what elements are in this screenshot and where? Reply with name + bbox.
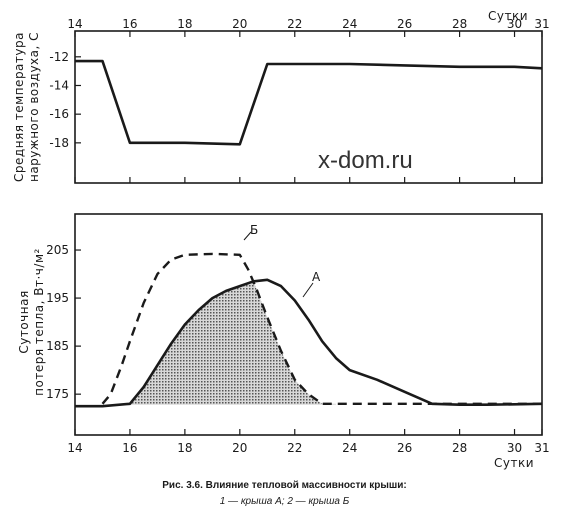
heat-loss-x-axis-label: Сутки [494,456,534,470]
heat-loss-x-tick-label: 30 [507,441,522,455]
heat-loss-x-tick-label: 14 [67,441,82,455]
heat-loss-y-tick-label: 205 [46,243,69,257]
temperature-y-tick-label: -14 [49,78,69,92]
temperature-y-tick-label: -16 [49,107,69,121]
heat-loss-x-tick-label: 31 [534,441,549,455]
series-a-line [75,278,543,408]
temperature-x-axis-label: Сутки [488,9,528,23]
temperature-y-tick-label: -12 [49,50,69,64]
heat-loss-plot-frame [74,213,543,436]
temperature-x-tick-label: 20 [232,17,247,31]
series-a-annotation: А [312,270,321,284]
heat-loss-x-tick-label: 16 [122,441,137,455]
temperature-x-tick-label: 31 [534,17,549,31]
temperature-x-tick-label: 16 [122,17,137,31]
heat-loss-y-axis-label-line2: потеря тепла, Вт·ч/м² [32,248,46,396]
heat-loss-x-tick-label: 18 [177,441,192,455]
temperature-x-tick-label: 28 [452,17,467,31]
temperature-plot-frame [74,30,543,184]
series-b-line [101,252,542,405]
temperature-x-tick-label: 30 [507,17,522,31]
temperature-series-line [75,59,543,146]
heat-loss-x-tick-label: 26 [397,441,412,455]
heat-loss-y-tick-label: 185 [46,339,69,353]
temperature-x-tick-label: 14 [67,17,82,31]
heat-loss-shaded-area [129,282,336,405]
temperature-y-axis-label-line2: наружного воздуха, С [27,32,41,182]
heat-loss-x-tick-label: 24 [342,441,357,455]
figure-caption-title: Рис. 3.6. Влияние тепловой массивности к… [162,480,407,491]
temperature-x-tick-label: 26 [397,17,412,31]
temperature-y-axis-label-line1: Средняя температура [12,32,26,182]
temperature-x-tick-label: 18 [177,17,192,31]
figure-caption-legend: 1 — крыша А; 2 — крыша Б [219,496,350,507]
heat-loss-x-tick-label: 28 [452,441,467,455]
heat-loss-x-tick-label: 20 [232,441,247,455]
temperature-y-ticks: -12 -14 -16 -18 [49,50,81,150]
series-b-leader [243,231,252,241]
temperature-chart: 14 16 18 20 22 24 26 28 30 31 -12-14-16-18 Сутки … [12,9,550,184]
heat-loss-y-tick-label: 175 [46,387,69,401]
temperature-x-ticks: 14 16 18 20 22 24 26 28 30 31 [67,17,550,183]
heat-loss-x-tick-label: 22 [287,441,302,455]
temperature-x-tick-label: 22 [287,17,302,31]
temperature-x-tick-label: 24 [342,17,357,31]
series-b-annotation: Б [250,223,258,237]
temperature-y-tick-label: -18 [49,136,69,150]
heat-loss-y-axis-label-line1: Суточная [17,290,31,353]
heat-loss-y-ticks: 175 185 195 205 [46,243,81,401]
watermark: x-dom.ru [318,147,413,174]
heat-loss-x-ticks: 14 16 18 20 22 24 26 28 30 31 [67,429,550,455]
heat-loss-y-tick-label: 195 [46,291,69,305]
series-a-leader [302,282,314,298]
